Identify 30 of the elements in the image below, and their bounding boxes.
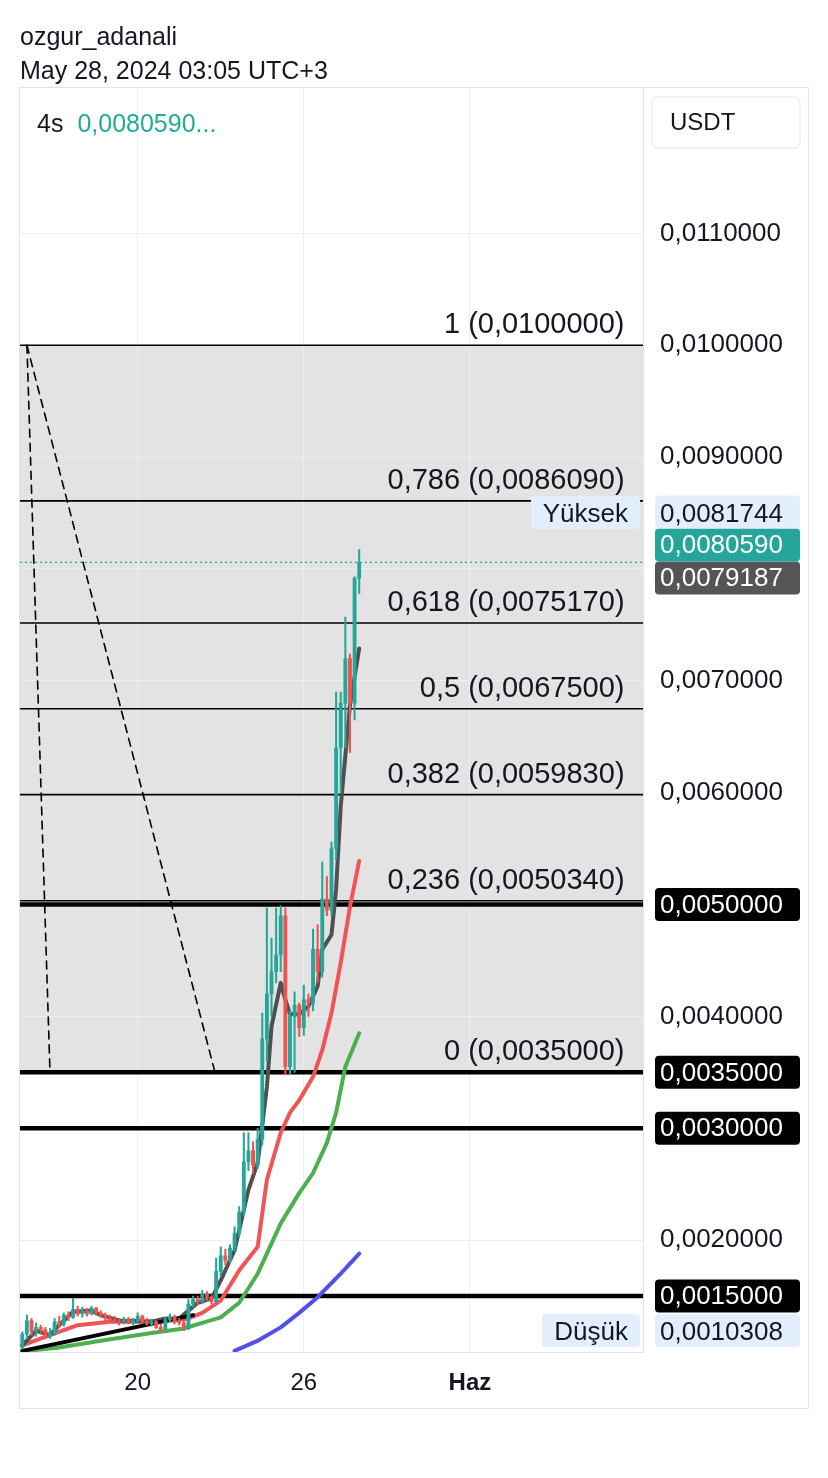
- text: May 28, 2024 03:05 UTC+3: [20, 55, 328, 86]
- annotation: 0,382 (0,0059830): [387, 756, 625, 789]
- y-tick-label: 0,0070000: [660, 664, 783, 695]
- annotation: 0,618 (0,0075170): [387, 585, 625, 618]
- annotation: 0 (0,0035000): [443, 1034, 625, 1067]
- annotation: 0,786 (0,0086090): [387, 462, 625, 495]
- y-tick-label: 0,0110000: [660, 216, 781, 247]
- ref-line-label: 0,0030000: [660, 1112, 783, 1143]
- ref-line-label: 0,0050000: [660, 888, 783, 919]
- text: 4s: [37, 108, 64, 137]
- annotation: 0,5 (0,0067500): [419, 670, 625, 703]
- x-tick-label: 20: [124, 1368, 152, 1396]
- y-tick-label: 0,0090000: [660, 440, 783, 471]
- text: ozgur_adanali: [20, 21, 179, 52]
- ref-line-label: 0,0035000: [660, 1056, 783, 1087]
- text: 0,0080590...: [77, 108, 217, 137]
- y-tick-label: 0,0020000: [660, 1223, 783, 1254]
- annotation: Düşük 0,0010308: [554, 1315, 783, 1348]
- x-tick-label: Haz: [448, 1368, 492, 1396]
- y-tick-label: 0,0060000: [660, 775, 783, 806]
- annotation: Yüksek 0,0081744: [542, 496, 783, 530]
- y-axis-title: USDT: [670, 107, 736, 135]
- text: 0,0079187: [660, 562, 783, 593]
- y-tick-label: 0,0100000: [660, 328, 783, 359]
- x-tick-label: 26: [290, 1368, 318, 1396]
- annotation: 0,236 (0,0050340): [387, 862, 625, 895]
- y-tick-label: 0,0040000: [660, 999, 783, 1030]
- annotation: 1 (0,0100000): [443, 307, 625, 340]
- ref-line-label: 0,0080590: [660, 529, 783, 560]
- ref-line-label: 0,0015000: [660, 1280, 783, 1311]
